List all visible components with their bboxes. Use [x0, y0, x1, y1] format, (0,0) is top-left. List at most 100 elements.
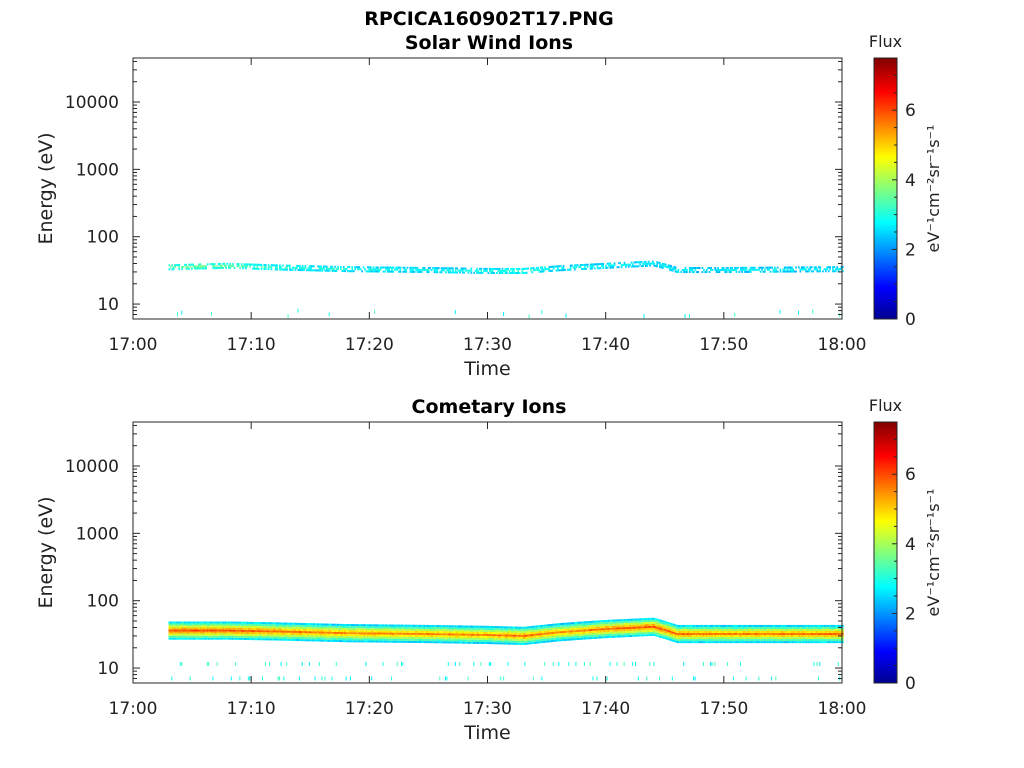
data-pixel — [762, 266, 765, 269]
data-pixel — [616, 635, 619, 638]
data-pixel — [581, 627, 583, 630]
data-pixel — [174, 623, 176, 626]
data-pixel — [752, 635, 755, 638]
data-pixel — [317, 269, 320, 272]
data-pixel — [693, 628, 695, 631]
data-pixel — [391, 266, 393, 269]
data-pixel — [354, 266, 356, 269]
data-pixel — [254, 626, 257, 629]
data-pixel — [654, 620, 657, 623]
data-pixel — [498, 630, 501, 633]
data-pixel — [301, 265, 304, 268]
data-pixel — [593, 263, 596, 266]
data-pixel — [480, 625, 483, 628]
data-pixel — [277, 636, 280, 639]
data-pixel — [470, 267, 473, 270]
data-pixel — [542, 268, 545, 271]
data-pixel — [500, 638, 502, 641]
data-pixel — [286, 266, 288, 269]
data-pixel — [532, 269, 535, 272]
data-pixel — [213, 631, 216, 634]
data-pixel — [556, 631, 559, 634]
data-pixel — [368, 634, 371, 637]
data-pixel — [524, 630, 527, 633]
data-pixel — [474, 635, 477, 638]
data-pixel — [718, 624, 721, 627]
data-pixel — [606, 627, 609, 630]
data-pixel — [745, 628, 748, 631]
data-pixel — [639, 261, 641, 264]
data-pixel — [615, 635, 617, 638]
data-pixel — [775, 639, 778, 642]
data-pixel — [600, 262, 603, 266]
data-pixel — [433, 633, 436, 636]
data-pixel — [399, 626, 402, 629]
data-pixel — [191, 263, 193, 266]
data-pixel — [517, 642, 519, 645]
data-pixel — [317, 639, 320, 642]
data-pixel — [613, 627, 616, 630]
data-pixel — [405, 630, 407, 633]
data-pixel — [262, 636, 264, 639]
data-pixel — [469, 633, 471, 636]
data-pixel — [754, 266, 756, 269]
data-pixel — [545, 632, 548, 635]
data-pixel — [596, 626, 599, 629]
data-pixel — [210, 629, 213, 632]
data-pixel — [518, 271, 521, 274]
data-pixel — [513, 642, 515, 645]
data-pixel — [678, 639, 681, 642]
data-pixel — [610, 629, 613, 632]
data-pixel — [639, 263, 641, 266]
data-pixel — [667, 626, 670, 629]
data-pixel — [522, 630, 525, 633]
data-pixel — [296, 636, 298, 639]
data-pixel — [362, 638, 365, 641]
data-pixel — [586, 637, 589, 640]
data-pixel — [687, 641, 690, 644]
data-pixel — [365, 630, 368, 633]
data-pixel — [298, 630, 301, 633]
data-pixel — [504, 642, 507, 645]
data-pixel — [694, 628, 697, 631]
data-pixel — [249, 625, 251, 628]
data-pixel — [653, 262, 656, 265]
data-pixel — [483, 631, 485, 634]
data-pixel — [409, 636, 412, 639]
data-pixel — [744, 639, 746, 642]
data-pixel — [799, 268, 802, 271]
data-pixel — [544, 632, 546, 635]
data-pixel — [513, 269, 515, 272]
data-pixel — [663, 632, 666, 635]
data-pixel — [695, 271, 698, 274]
data-pixel — [342, 640, 345, 643]
data-pixel — [331, 676, 333, 681]
data-pixel — [622, 635, 624, 638]
data-pixel — [276, 268, 278, 271]
data-pixel — [643, 634, 646, 637]
data-pixel — [651, 633, 654, 636]
data-pixel — [365, 661, 367, 666]
data-pixel — [298, 626, 301, 629]
data-pixel — [436, 641, 439, 644]
data-pixel — [514, 642, 517, 645]
data-pixel — [453, 271, 456, 274]
data-pixel — [382, 636, 385, 639]
data-pixel — [734, 628, 736, 631]
data-pixel — [442, 635, 444, 638]
data-pixel — [413, 638, 416, 641]
data-pixel — [423, 630, 426, 633]
data-pixel — [642, 618, 644, 621]
data-pixel — [534, 625, 537, 628]
data-pixel — [700, 633, 702, 636]
data-pixel — [174, 631, 176, 634]
y-axis-label: Energy (eV) — [35, 132, 57, 244]
data-pixel — [772, 641, 775, 644]
data-pixel — [625, 635, 627, 638]
data-pixel — [537, 639, 539, 642]
data-pixel — [667, 632, 670, 635]
data-pixel — [216, 661, 218, 666]
data-pixel — [832, 270, 834, 273]
data-pixel — [688, 635, 691, 638]
data-pixel — [493, 267, 495, 270]
